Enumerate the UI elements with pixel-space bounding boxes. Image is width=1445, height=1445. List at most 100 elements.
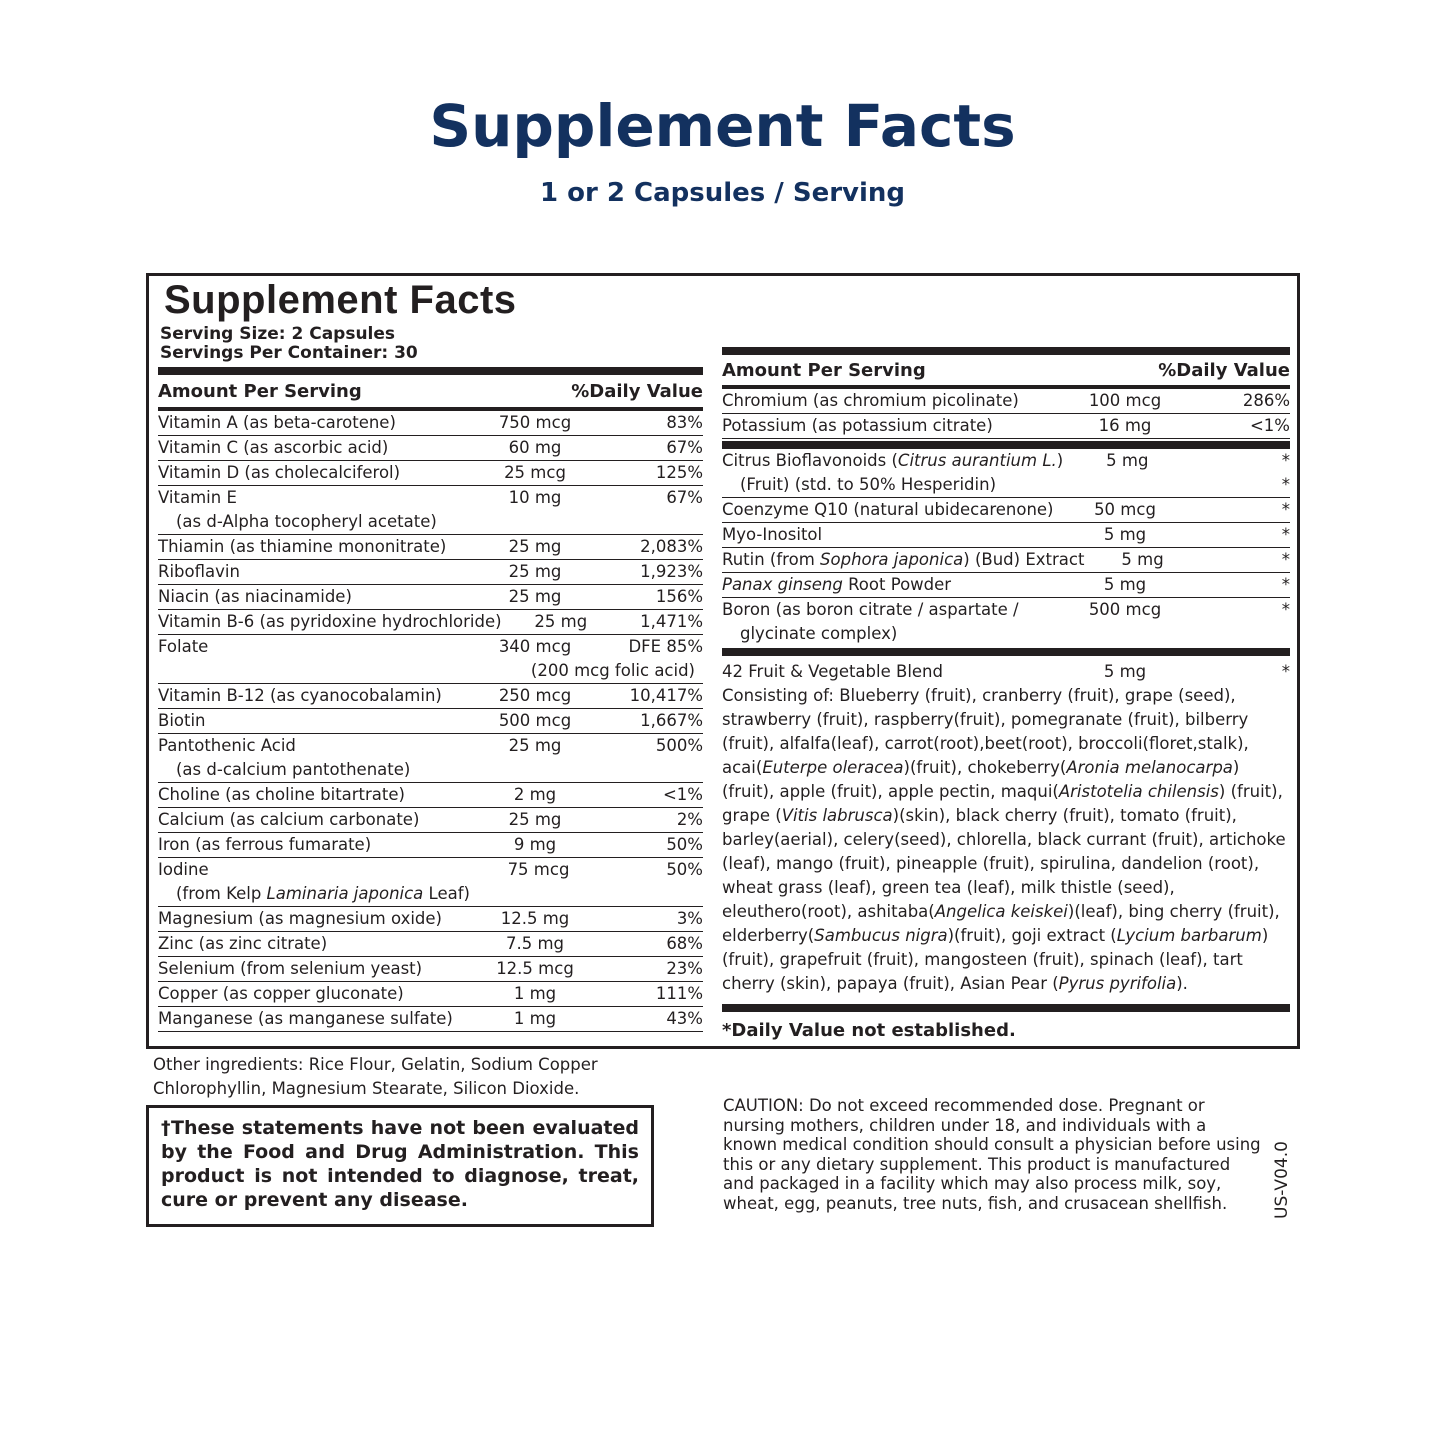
text-segment: Iron (as ferrous fumarate) xyxy=(158,835,372,854)
nutrient-amount: 500 mcg xyxy=(465,709,605,733)
text-segment: Root Powder xyxy=(842,575,952,594)
amount-value: 1 mg xyxy=(513,1009,557,1028)
amount-note: (200 mcg folic acid) xyxy=(530,661,695,680)
nutrient-name: Myo-Inositol xyxy=(722,523,1060,547)
nutrient-amount: 16 mg xyxy=(1060,414,1190,438)
daily-value: 111% xyxy=(605,982,703,1006)
thick-divider xyxy=(722,1004,1290,1012)
text-segment: Angelica keiskei xyxy=(934,902,1068,921)
text-segment: Rutin (from xyxy=(722,550,821,569)
nutrient-amount: 60 mg xyxy=(465,436,605,460)
nutrient-name: Coenzyme Q10 (natural ubidecarenone) xyxy=(722,498,1060,522)
dv-value: 67% xyxy=(666,488,703,507)
text-segment: Vitamin E xyxy=(158,488,237,507)
nutrient-amount: 7.5 mg xyxy=(465,932,605,956)
daily-value: 68% xyxy=(605,932,703,956)
nutrient-row: Iron (as ferrous fumarate) 9 mg 50% xyxy=(158,833,703,858)
blend-dv: * xyxy=(1281,662,1290,681)
text-segment: glycinate complex) xyxy=(740,624,898,643)
nutrient-amount: 12.5 mcg xyxy=(465,957,605,981)
nutrient-amount: 5 mg xyxy=(1084,548,1200,572)
dv-value: 2,083% xyxy=(640,537,703,556)
text-segment: Niacin (as niacinamide) xyxy=(158,587,352,606)
text-segment: Pyrus pyrifolia xyxy=(1058,974,1177,993)
nutrient-name: Selenium (from selenium yeast) xyxy=(158,957,465,981)
dv-value: * xyxy=(1281,550,1290,569)
text-segment: Lycium barbarum xyxy=(1116,926,1262,945)
amount-value: 9 mg xyxy=(513,835,557,854)
nutrient-name: Folate xyxy=(158,635,465,659)
right-facts-table: Amount Per Serving %Daily Value Chromium… xyxy=(722,347,1290,1041)
daily-value: * * xyxy=(1191,449,1290,497)
nutrient-row: Selenium (from selenium yeast) 12.5 mcg 23… xyxy=(158,957,703,982)
dv-value: 1,471% xyxy=(640,612,703,631)
dv-header: %Daily Value xyxy=(571,380,703,402)
nutrient-name: Thiamin (as thiamine mononitrate) xyxy=(158,535,465,559)
nutrient-row: Citrus Bioflavonoids (Citrus aurantium L… xyxy=(722,449,1290,498)
daily-value: 2,083% xyxy=(605,535,703,559)
text-segment: Choline (as choline bitartrate) xyxy=(158,785,405,804)
nutrient-row: Rutin (from Sophora japonica) (Bud) Extr… xyxy=(722,548,1290,573)
nutrient-name: Niacin (as niacinamide) xyxy=(158,585,465,609)
daily-value: 50% xyxy=(607,858,703,906)
daily-value: 3% xyxy=(605,907,703,931)
amount-value: 25 mg xyxy=(508,587,562,606)
nutrient-amount: 100 mcg xyxy=(1060,389,1190,413)
amount-value: 25 mg xyxy=(508,537,562,556)
daily-value: 1,667% xyxy=(605,709,703,733)
dv-value: 67% xyxy=(666,438,703,457)
nutrient-amount: 5 mg xyxy=(1063,449,1191,497)
text-segment: Chromium (as chromium picolinate) xyxy=(722,391,1019,410)
dv-value: 2% xyxy=(676,810,703,829)
text-segment: Aristotelia chilensis xyxy=(1058,782,1219,801)
amount-value: 25 mg xyxy=(534,612,588,631)
dv-value: 3% xyxy=(676,909,703,928)
nutrient-amount: 50 mcg xyxy=(1060,498,1190,522)
nutrient-name: Biotin xyxy=(158,709,465,733)
nutrient-row: Zinc (as zinc citrate) 7.5 mg 68% xyxy=(158,932,703,957)
daily-value: 10,417% xyxy=(605,684,703,708)
text-segment: Vitamin B-12 (as cyanocobalamin) xyxy=(158,686,442,705)
text-segment: Boron (as boron citrate / aspartate / xyxy=(722,600,1019,619)
thick-divider xyxy=(722,347,1290,355)
nutrient-row: Pantothenic Acid (as d-calcium pantothena… xyxy=(158,734,703,783)
daily-value: * xyxy=(1190,598,1290,646)
version-code: US-V04.0 xyxy=(1272,1141,1292,1219)
amount-value: 2 mg xyxy=(513,785,557,804)
text-segment: (from Kelp xyxy=(176,884,267,903)
nutrient-row: Biotin 500 mcg 1,667% xyxy=(158,709,703,734)
nutrient-name: Potassium (as potassium citrate) xyxy=(722,414,1060,438)
nutrient-row: Niacin (as niacinamide) 25 mg 156% xyxy=(158,585,703,610)
daily-value: 125% xyxy=(605,461,703,485)
nutrient-amount: 10 mg xyxy=(465,486,605,534)
dv-value: 50% xyxy=(666,835,703,854)
nutrient-name: Pantothenic Acid (as d-calcium pantothena… xyxy=(158,734,465,782)
nutrient-name: Magnesium (as magnesium oxide) xyxy=(158,907,465,931)
nutrient-name: Citrus Bioflavonoids (Citrus aurantium L… xyxy=(722,449,1063,497)
dv-value: 23% xyxy=(666,959,703,978)
nutrient-amount: 250 mcg xyxy=(465,684,605,708)
left-facts-table: Amount Per Serving %Daily Value Vitamin … xyxy=(158,367,703,1032)
serving-subtitle: 1 or 2 Capsules / Serving xyxy=(539,178,906,208)
daily-value: <1% xyxy=(605,783,703,807)
dv-value: 68% xyxy=(666,934,703,953)
nutrient-amount: 750 mcg xyxy=(465,411,605,435)
nutrient-row: Iodine (from Kelp Laminaria japonica Leaf… xyxy=(158,858,703,907)
dv-value: * xyxy=(1281,451,1290,470)
dv-value: 43% xyxy=(666,1009,703,1028)
text-segment: (as d-calcium pantothenate) xyxy=(176,760,411,779)
amount-value: 75 mcg xyxy=(507,860,570,879)
nutrient-row: Vitamin B-6 (as pyridoxine hydrochloride… xyxy=(158,610,703,635)
panel-title: Supplement Facts xyxy=(164,278,517,322)
nutrient-name: Zinc (as zinc citrate) xyxy=(158,932,465,956)
text-segment: Pantothenic Acid xyxy=(158,736,296,755)
text-segment: Citrus aurantium L. xyxy=(897,451,1057,470)
text-segment: Copper (as copper gluconate) xyxy=(158,984,404,1003)
nutrient-amount: 1 mg xyxy=(465,1007,605,1031)
amount-value: 60 mg xyxy=(508,438,562,457)
dv-value: 156% xyxy=(655,587,703,606)
dv-value: * xyxy=(1281,500,1290,519)
text-segment: Panax ginseng xyxy=(722,575,843,594)
dv-value: 10,417% xyxy=(629,686,703,705)
nutrient-amount: 25 mg xyxy=(465,808,605,832)
